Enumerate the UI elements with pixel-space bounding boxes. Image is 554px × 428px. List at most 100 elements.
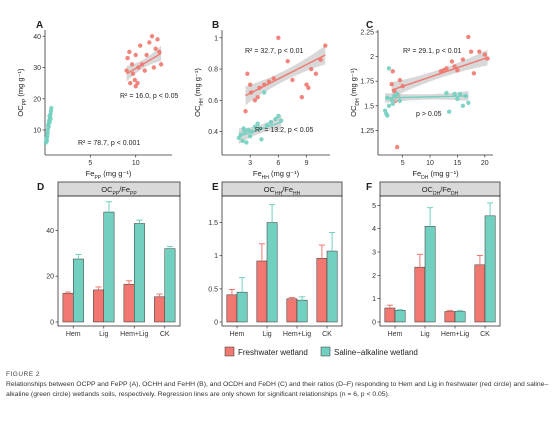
strip-mid: /Fe bbox=[282, 185, 293, 194]
data-point-freshwater bbox=[389, 81, 394, 87]
data-point-saline bbox=[240, 138, 245, 144]
strip-sub1: PP bbox=[113, 191, 120, 197]
data-point-freshwater bbox=[255, 94, 260, 100]
data-point-freshwater bbox=[271, 76, 276, 81]
y-axis-label: OCPP (mg g⁻¹) bbox=[16, 68, 28, 117]
x-axis-label-main: Fe bbox=[86, 169, 95, 178]
y-axis-label-unit: (mg g⁻¹) bbox=[16, 68, 25, 99]
figure-label: FIGURE 2 bbox=[6, 371, 40, 378]
data-point-freshwater bbox=[390, 69, 395, 74]
y-axis-label-main: OC bbox=[349, 105, 358, 117]
data-point-freshwater bbox=[151, 65, 157, 70]
data-point-saline bbox=[276, 113, 281, 119]
data-point-freshwater bbox=[247, 82, 253, 87]
data-point-freshwater bbox=[299, 94, 305, 100]
data-point-freshwater bbox=[471, 71, 477, 76]
data-point-freshwater bbox=[147, 40, 152, 45]
y-tick-label: 40 bbox=[46, 228, 54, 235]
y-tick-label: 2 bbox=[370, 54, 374, 61]
x-tick-label: Hem+Lig bbox=[283, 331, 311, 338]
x-axis-label: FeDH (mg g⁻¹) bbox=[412, 169, 459, 181]
bar-saline bbox=[454, 311, 466, 323]
bar-freshwater bbox=[444, 311, 456, 323]
facet-strip-label: OCPP/FePP bbox=[101, 185, 137, 197]
data-point-freshwater bbox=[444, 66, 449, 71]
bar-saline bbox=[424, 226, 436, 323]
data-point-saline bbox=[466, 100, 471, 106]
bar-saline bbox=[326, 250, 338, 323]
x-axis-label-main: Fe bbox=[253, 169, 262, 178]
bar-saline bbox=[134, 223, 145, 323]
data-point-freshwater bbox=[477, 49, 482, 54]
legend-label-freshwater: Freshwater wetland bbox=[238, 348, 308, 357]
data-point-freshwater bbox=[252, 98, 258, 103]
data-point-freshwater bbox=[323, 43, 328, 48]
y-tick-label: 5 bbox=[372, 203, 376, 210]
x-axis-label-unit: (mg g⁻¹) bbox=[269, 169, 300, 178]
x-tick-label: 10 bbox=[426, 160, 434, 167]
y-axis-label: OCHH (mg g⁻¹) bbox=[193, 68, 205, 117]
x-tick-label: Hem bbox=[388, 331, 403, 338]
y-tick-label: 0.8 bbox=[208, 67, 218, 74]
data-point-saline bbox=[390, 101, 395, 107]
x-axis-label-sub: DH bbox=[421, 175, 429, 181]
regression-line-freshwater bbox=[126, 52, 162, 75]
panel-letter-C: C bbox=[366, 20, 373, 31]
panel-letter-B: B bbox=[212, 20, 219, 31]
y-tick-label: 3 bbox=[372, 250, 376, 257]
y-tick-label: 1.25 bbox=[360, 128, 374, 135]
y-tick-label: 0 bbox=[372, 320, 376, 327]
data-point-saline bbox=[262, 90, 267, 95]
bar-saline bbox=[394, 310, 406, 323]
strip-sub1: HH bbox=[275, 191, 283, 197]
legend-swatch-saline bbox=[320, 346, 331, 357]
data-point-freshwater bbox=[455, 68, 460, 73]
bar-saline bbox=[164, 248, 176, 323]
panel-frame bbox=[57, 195, 181, 327]
data-point-saline bbox=[394, 91, 400, 97]
facet-strip-label: OCDH/FeDH bbox=[422, 185, 459, 197]
x-axis-label-unit: (mg g⁻¹) bbox=[101, 169, 132, 178]
data-point-saline bbox=[244, 140, 249, 145]
x-axis-label-main: Fe bbox=[412, 169, 421, 178]
x-axis-label-unit: (mg g⁻¹) bbox=[428, 169, 459, 178]
y-tick-label: 0.4 bbox=[208, 129, 218, 136]
y-tick-label: 20 bbox=[33, 96, 41, 103]
x-tick-label: 6 bbox=[276, 160, 280, 167]
strip-sub2: HH bbox=[293, 191, 301, 197]
y-axis-label-sub: PP bbox=[22, 98, 28, 105]
data-point-saline bbox=[386, 103, 392, 108]
bar-saline bbox=[236, 291, 248, 323]
strip-sub2: DH bbox=[451, 191, 459, 197]
x-tick-label: Hem+Lig bbox=[441, 331, 469, 338]
y-tick-label: 1.75 bbox=[360, 79, 374, 86]
bar-freshwater bbox=[226, 294, 238, 323]
data-point-freshwater bbox=[466, 34, 471, 40]
y-tick-label: 2.25 bbox=[360, 29, 374, 36]
strip-sub2: PP bbox=[130, 191, 137, 197]
bar-saline bbox=[266, 222, 278, 323]
x-tick-label: 10 bbox=[132, 160, 140, 167]
data-point-saline bbox=[268, 119, 274, 125]
bar-freshwater bbox=[93, 289, 104, 323]
x-tick-label: 15 bbox=[454, 160, 462, 167]
legend-label-saline: Saline−alkaline wetland bbox=[334, 348, 418, 357]
y-axis-label-unit: (mg g⁻¹) bbox=[193, 68, 202, 99]
y-tick-label: 1 bbox=[372, 296, 376, 303]
x-axis-label: FePP (mg g⁻¹) bbox=[86, 169, 132, 181]
y-axis-label: OCDH (mg g⁻¹) bbox=[349, 68, 361, 117]
data-point-saline bbox=[259, 137, 264, 142]
bar-freshwater bbox=[154, 296, 166, 323]
data-point-saline bbox=[385, 113, 390, 118]
bar-freshwater bbox=[316, 258, 328, 323]
y-tick-label: 2 bbox=[372, 273, 376, 280]
data-point-freshwater bbox=[452, 64, 457, 69]
annotation-freshwater: R² = 32.7, p < 0.01 bbox=[245, 48, 303, 55]
data-point-saline bbox=[49, 105, 54, 111]
x-tick-label: Hem bbox=[230, 331, 245, 338]
